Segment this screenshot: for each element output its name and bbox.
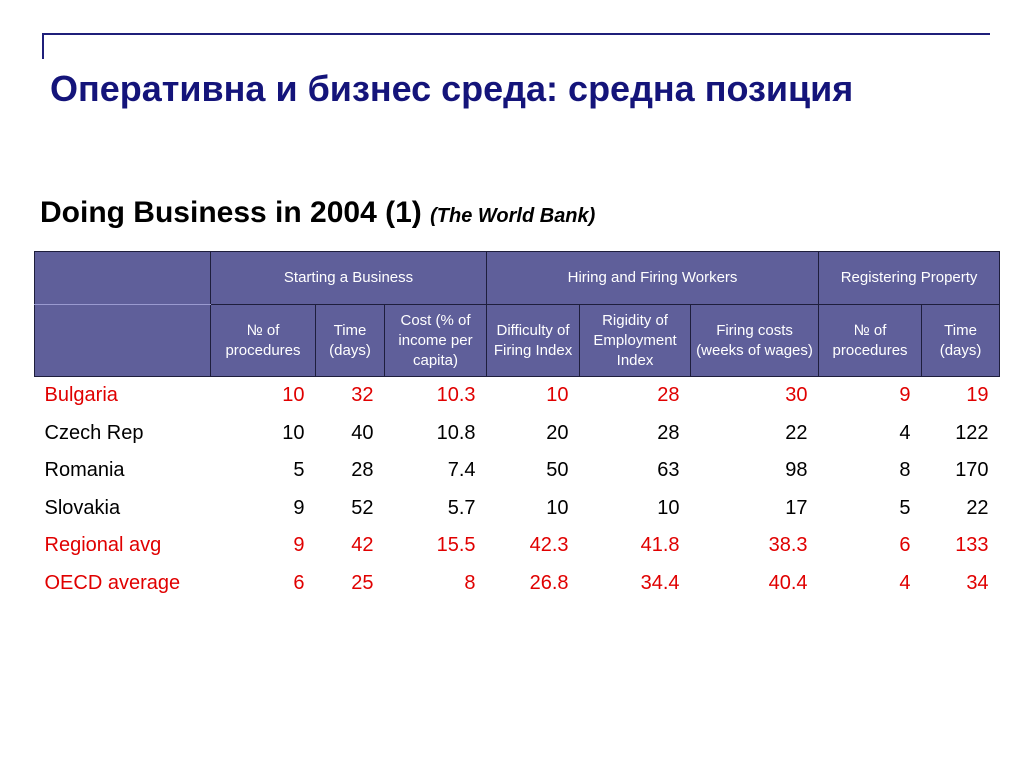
cell-value: 122 [955, 421, 989, 444]
cell-value: 9 [899, 384, 911, 407]
cell-value: 8 [464, 571, 476, 594]
cell-value: 8 [899, 459, 911, 482]
cell-value: 32 [351, 384, 374, 407]
col-header-rigidity-employment: Rigidity of Employment Index [579, 304, 692, 377]
cell-value: 5.7 [447, 496, 476, 519]
row-name: Regional avg [44, 534, 162, 557]
group-header-hiring-firing: Hiring and Firing Workers [486, 251, 820, 305]
subtitle-main: Doing Business in 2004 (1) [40, 196, 422, 229]
table-row: Bulgaria 10 32 10.3 10 28 30 9 19 [35, 377, 1000, 415]
cell-value: 10 [546, 496, 569, 519]
cell-value: 10 [282, 384, 305, 407]
cell-value: 10.8 [436, 421, 476, 444]
cell-value: 170 [955, 459, 989, 482]
cell-value: 10 [657, 496, 680, 519]
row-name: Czech Rep [44, 421, 144, 444]
header-corner-cell [34, 251, 211, 305]
col-header-cost: Cost (% of income per capita) [383, 304, 488, 377]
cell-value: 15.5 [436, 534, 476, 557]
cell-value: 22 [785, 421, 808, 444]
cell-value: 6 [293, 571, 305, 594]
cell-value: 9 [293, 534, 305, 557]
cell-value: 28 [657, 421, 680, 444]
group-header-starting-business: Starting a Business [209, 251, 488, 305]
cell-value: 133 [955, 534, 989, 557]
cell-value: 6 [899, 534, 911, 557]
cell-value: 38.3 [768, 534, 808, 557]
cell-value: 22 [966, 496, 989, 519]
table-row: Regional avg 9 42 15.5 42.3 41.8 38.3 6 … [35, 527, 1000, 565]
table-row: OECD average 6 25 8 26.8 34.4 40.4 4 34 [35, 565, 1000, 603]
table-row: Czech Rep 10 40 10.8 20 28 22 4 122 [35, 415, 1000, 453]
cell-value: 28 [657, 384, 680, 407]
cell-value: 25 [351, 571, 374, 594]
subtitle-source: (The World Bank) [430, 205, 596, 227]
cell-value: 40.4 [768, 571, 808, 594]
cell-value: 5 [899, 496, 911, 519]
cell-value: 20 [546, 421, 569, 444]
cell-value: 5 [293, 459, 305, 482]
cell-value: 40 [351, 421, 374, 444]
col-header-time: Time (days) [315, 304, 385, 377]
row-name: Bulgaria [44, 384, 118, 407]
cell-value: 17 [785, 496, 808, 519]
row-name: Romania [44, 459, 125, 482]
col-header-difficulty-firing: Difficulty of Firing Index [486, 304, 581, 377]
cell-value: 7.4 [447, 459, 476, 482]
cell-value: 10.3 [436, 384, 476, 407]
cell-value: 10 [282, 421, 305, 444]
col-header-procedures: № of procedures [210, 304, 316, 377]
cell-value: 52 [351, 496, 374, 519]
cell-value: 4 [899, 421, 911, 444]
cell-value: 42.3 [529, 534, 569, 557]
table-row: Romania 5 28 7.4 50 63 98 8 170 [35, 452, 1000, 490]
frame-line-top [42, 33, 990, 35]
frame-line-left [42, 33, 44, 59]
cell-value: 34.4 [640, 571, 680, 594]
doing-business-table: Starting a Business Hiring and Firing Wo… [34, 251, 1001, 603]
group-header-registering-property: Registering Property [818, 251, 1001, 305]
col-header-property-procedures: № of procedures [818, 304, 923, 377]
cell-value: 63 [657, 459, 680, 482]
cell-value: 19 [966, 384, 989, 407]
cell-value: 10 [546, 384, 569, 407]
cell-value: 34 [966, 571, 989, 594]
cell-value: 26.8 [529, 571, 569, 594]
cell-value: 28 [351, 459, 374, 482]
cell-value: 9 [293, 496, 305, 519]
cell-value: 30 [785, 384, 808, 407]
cell-value: 42 [351, 534, 374, 557]
header-corner-cell-lower [34, 304, 211, 377]
slide-title: Оперативна и бизнес среда: средна позици… [50, 68, 854, 109]
cell-value: 50 [546, 459, 569, 482]
col-header-firing-costs: Firing costs (weeks of wages) [690, 304, 820, 377]
cell-value: 98 [785, 459, 808, 482]
col-header-property-time: Time (days) [921, 304, 1001, 377]
cell-value: 41.8 [640, 534, 680, 557]
table-row: Slovakia 9 52 5.7 10 10 17 5 22 [35, 490, 1000, 528]
cell-value: 4 [899, 571, 911, 594]
table-subtitle: Doing Business in 2004 (1) (The World Ba… [40, 196, 595, 230]
row-name: Slovakia [44, 496, 121, 519]
row-name: OECD average [44, 571, 181, 594]
